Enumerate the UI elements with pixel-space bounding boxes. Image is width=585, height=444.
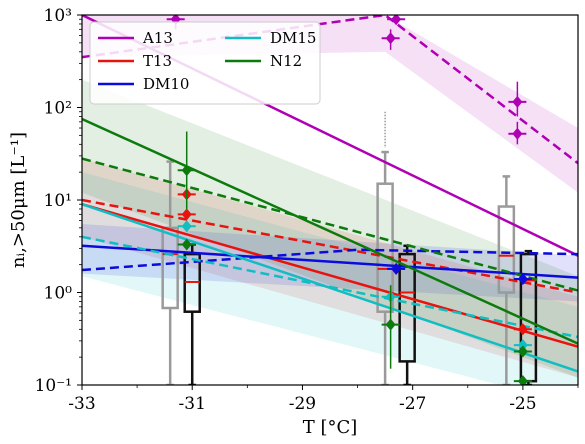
marker-n12-4 [517, 345, 528, 358]
band-t13 [82, 158, 578, 378]
y-tick-label: 10⁰ [44, 284, 73, 304]
legend-box [89, 21, 321, 105]
x-tick-label: -27 [399, 394, 426, 414]
marker-a13-3 [385, 32, 396, 45]
marker-a13-5 [512, 127, 523, 140]
band-dm15 [82, 172, 578, 385]
marker-t13-4 [517, 323, 528, 336]
marker-dm15-1 [181, 220, 192, 233]
y-tick-label: 10³ [44, 6, 72, 26]
marker-n12-1 [181, 164, 192, 177]
boxplot-gray-3-box [376, 182, 394, 313]
y-tick-label: 10¹ [44, 191, 72, 211]
line-n12-dashed [82, 157, 578, 292]
line-n12-solid [82, 117, 578, 345]
x-axis-title: T [°C] [303, 417, 358, 438]
y-tick-label: 10² [44, 99, 72, 119]
band-n12 [82, 79, 578, 378]
marker-a13-2 [391, 15, 402, 26]
line-dm10-dashed [82, 248, 578, 272]
marker-dm10-1 [391, 262, 402, 275]
legend-label-dm15: DM15 [270, 29, 316, 47]
marker-n12-2 [181, 238, 192, 251]
marker-dm15-3 [517, 339, 528, 352]
marker-n12-5 [517, 375, 528, 385]
boxplot-gray-5-box [497, 205, 516, 294]
x-tick-label: -33 [68, 394, 95, 414]
marker-dm10-2 [517, 272, 528, 285]
line-t13-solid [82, 203, 578, 348]
line-dm15-dashed [82, 235, 578, 339]
band-a13 [82, 15, 578, 193]
legend-label-dm10: DM10 [143, 75, 189, 93]
x-tick-label: -25 [509, 394, 536, 414]
boxplot-gray-1-box [161, 226, 179, 310]
legend-label-a13: A13 [142, 29, 173, 47]
marker-a13-4 [512, 95, 523, 108]
x-tick-label: -31 [179, 394, 206, 414]
legend-label-n12: N12 [270, 52, 302, 70]
legend-label-t13: T13 [143, 52, 172, 70]
y-axis-title: nᵢ,>50μm [L⁻¹] [8, 132, 29, 268]
plot-area [82, 15, 578, 385]
legend: A13 T13 DM10 DM15 N12 [89, 21, 321, 105]
marker-a13-1 [170, 15, 181, 26]
marker-n12-3 [385, 318, 396, 331]
boxplot-black-4-box [398, 252, 416, 363]
marker-t13-2 [181, 208, 192, 221]
y-tick-label: 10⁻¹ [35, 376, 72, 396]
x-tick-label: -29 [289, 394, 316, 414]
line-dm10-solid [82, 244, 578, 279]
line-t13-dashed [82, 198, 578, 294]
